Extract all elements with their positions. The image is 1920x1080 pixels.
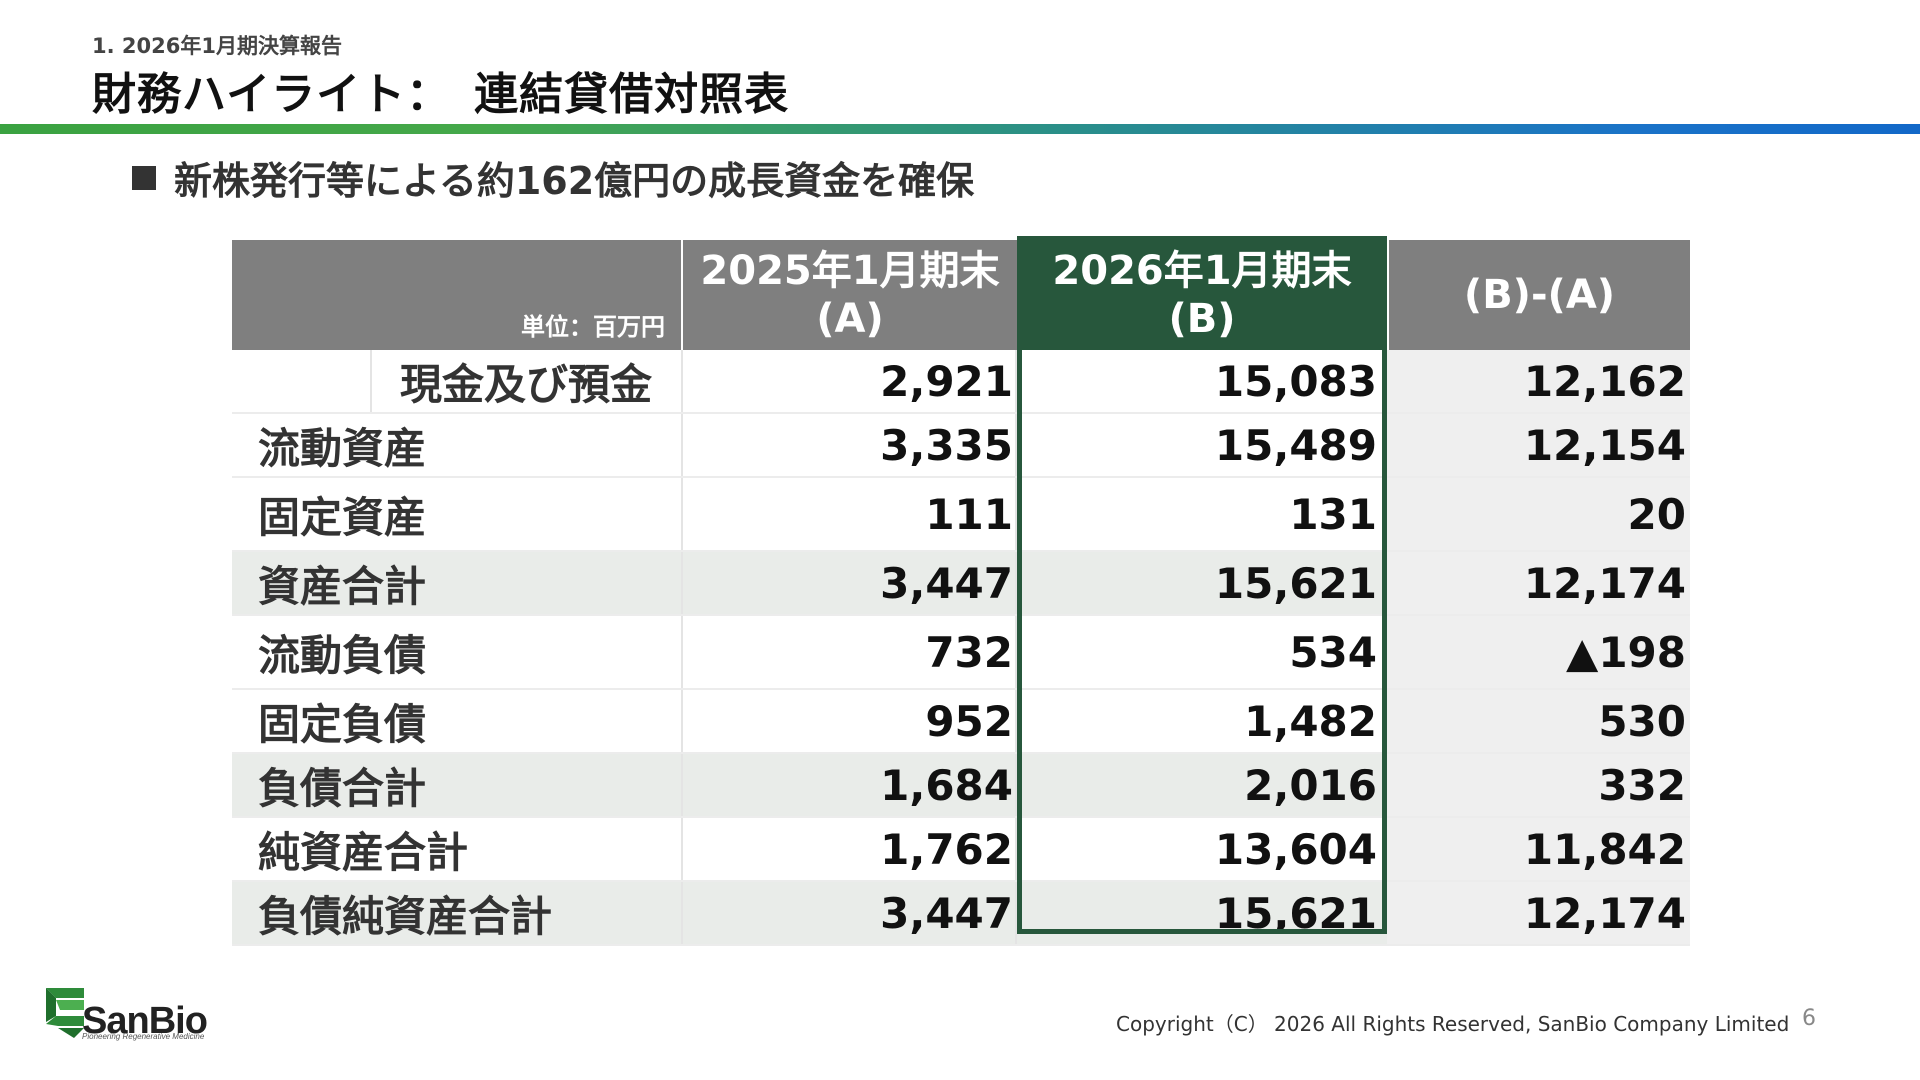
row-label: 負債合計 xyxy=(232,754,681,816)
value-prior: 3,335 xyxy=(681,414,1017,476)
row-label: 固定資産 xyxy=(258,492,427,542)
row-label: 流動資産 xyxy=(258,423,427,473)
column-header-prior-period: 2025年1月期末 xyxy=(700,248,1000,294)
value-current: 1,482 xyxy=(1244,696,1377,746)
value-prior: 1,684 xyxy=(681,754,1017,816)
value-current: 534 xyxy=(1289,627,1377,677)
row-label: 流動負債 xyxy=(258,630,427,680)
column-header-current-period: 2026年1月期末 xyxy=(1052,248,1352,294)
square-bullet-icon xyxy=(132,165,156,190)
column-header-prior-code: (A) xyxy=(816,296,884,342)
table-row: 負債合計 1,684 2,016 332 xyxy=(232,754,1690,818)
value-current: 15,083 xyxy=(1214,356,1377,406)
value-current: 13,604 xyxy=(1214,824,1377,874)
value-diff: 332 xyxy=(1387,754,1690,816)
row-label: 固定負債 xyxy=(258,699,427,749)
table-row: 資産合計 3,447 15,621 12,174 xyxy=(232,552,1690,616)
logo-tagline: Pioneering Regenerative Medicine xyxy=(82,1032,205,1041)
table-row: 固定資産 111 131 20 xyxy=(232,478,1690,552)
column-header-current-code: (B) xyxy=(1168,296,1236,342)
value-diff: 12,174 xyxy=(1387,882,1690,944)
row-label: 純資産合計 xyxy=(258,827,469,877)
title-divider xyxy=(0,124,1920,134)
value-prior: 3,447 xyxy=(681,882,1017,944)
table-row: 流動負債 732 534 ▲198 xyxy=(232,616,1690,690)
column-header-diff: (B)-(A) xyxy=(1387,240,1690,350)
row-label: 負債純資産合計 xyxy=(232,882,681,944)
table-row: 負債純資産合計 3,447 15,621 12,174 xyxy=(232,882,1690,946)
value-prior: 952 xyxy=(681,690,1017,752)
value-diff: 12,174 xyxy=(1387,552,1690,614)
value-prior: 2,921 xyxy=(681,350,1017,412)
table-row: 流動資産 3,335 15,489 12,154 xyxy=(232,414,1690,478)
key-message: 新株発行等による約162億円の成長資金を確保 xyxy=(132,150,974,205)
indent-spacer xyxy=(232,350,370,412)
value-diff: 20 xyxy=(1387,478,1690,550)
page-number: 6 xyxy=(1802,1006,1816,1031)
table-row: 固定負債 952 1,482 530 xyxy=(232,690,1690,754)
sanbio-logo: SanBio Pioneering Regenerative Medicine xyxy=(44,986,208,1042)
sanbio-logo-mark-icon xyxy=(46,988,84,1038)
value-current: 15,489 xyxy=(1214,420,1377,470)
value-diff: 12,154 xyxy=(1387,414,1690,476)
column-header-current: 2026年1月期末 (B) xyxy=(1017,240,1387,350)
row-label: 資産合計 xyxy=(232,552,681,614)
value-prior: 111 xyxy=(681,478,1017,550)
logo-wordmark: SanBio xyxy=(82,1000,208,1042)
row-label-cell: 現金及び預金 xyxy=(232,350,681,412)
page-title: 財務ハイライト： 連結貸借対照表 xyxy=(92,69,790,120)
table-row: 現金及び預金 2,921 15,083 12,162 xyxy=(232,350,1690,414)
section-label: 1. 2026年1月期決算報告 xyxy=(92,34,342,58)
balance-sheet-table: 単位：百万円 2025年1月期末 (A) 2026年1月期末 (B) (B)-(… xyxy=(232,236,1690,946)
value-prior: 732 xyxy=(681,616,1017,688)
value-diff: 11,842 xyxy=(1387,818,1690,880)
value-current: 2,016 xyxy=(1017,754,1387,816)
copyright-text: Copyright（C） 2026 All Rights Reserved, S… xyxy=(1116,1012,1790,1036)
value-current: 15,621 xyxy=(1017,552,1387,614)
value-prior: 3,447 xyxy=(681,552,1017,614)
value-diff: 530 xyxy=(1387,690,1690,752)
table-row: 純資産合計 1,762 13,604 11,842 xyxy=(232,818,1690,882)
column-header-prior: 2025年1月期末 (A) xyxy=(681,240,1017,350)
unit-label: 単位：百万円 xyxy=(232,240,681,350)
value-prior: 1,762 xyxy=(681,818,1017,880)
value-diff: ▲198 xyxy=(1387,616,1690,688)
value-diff: 12,162 xyxy=(1387,350,1690,412)
row-label: 現金及び預金 xyxy=(370,350,681,412)
value-current: 15,621 xyxy=(1017,882,1387,944)
table-header-row: 単位：百万円 2025年1月期末 (A) 2026年1月期末 (B) (B)-(… xyxy=(232,240,1690,350)
key-message-text: 新株発行等による約162億円の成長資金を確保 xyxy=(174,159,975,203)
value-current: 131 xyxy=(1289,489,1377,539)
